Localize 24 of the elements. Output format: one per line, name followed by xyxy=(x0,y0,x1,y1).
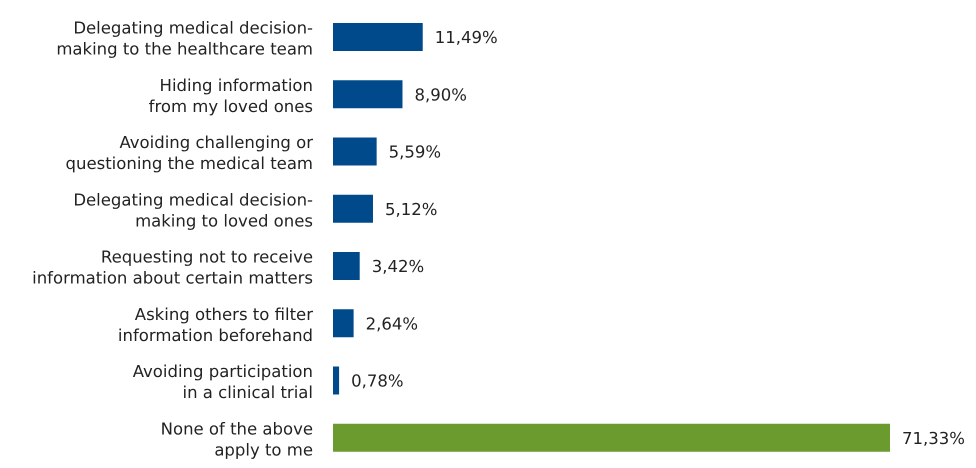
bar xyxy=(333,309,354,338)
y-tick-label: Hiding information from my loved ones xyxy=(148,76,313,116)
bar xyxy=(333,80,402,108)
bar xyxy=(333,366,340,394)
y-tick-label: None of the above apply to me xyxy=(160,419,313,460)
data-label: 5,12% xyxy=(384,200,438,219)
bar xyxy=(333,252,360,280)
y-tick-label: Delegating medical decision-making to the healthcare team xyxy=(56,18,314,59)
bar xyxy=(333,194,373,223)
data-label: 11,49% xyxy=(434,28,498,47)
y-tick-label: Avoiding participation in a clinical trial xyxy=(132,362,313,402)
data-label: 5,59% xyxy=(388,142,442,162)
data-label: 3,42% xyxy=(372,257,424,276)
y-tick-label: Delegating medical decision-making to loved ones xyxy=(73,190,314,230)
y-tick-label: Avoiding challenging or questioning the medical team xyxy=(66,133,314,174)
data-label: 8,90% xyxy=(414,85,467,104)
bar xyxy=(333,424,890,452)
data-label: 71,33% xyxy=(902,428,965,448)
bar xyxy=(333,138,377,166)
bar xyxy=(333,23,423,51)
data-label: 2,64% xyxy=(366,314,418,334)
y-tick-label: Asking others to filter information beforehand xyxy=(118,304,314,345)
y-tick-label: Requesting not to receive information about certain matters xyxy=(32,248,313,288)
data-label: 0,78% xyxy=(351,372,404,390)
